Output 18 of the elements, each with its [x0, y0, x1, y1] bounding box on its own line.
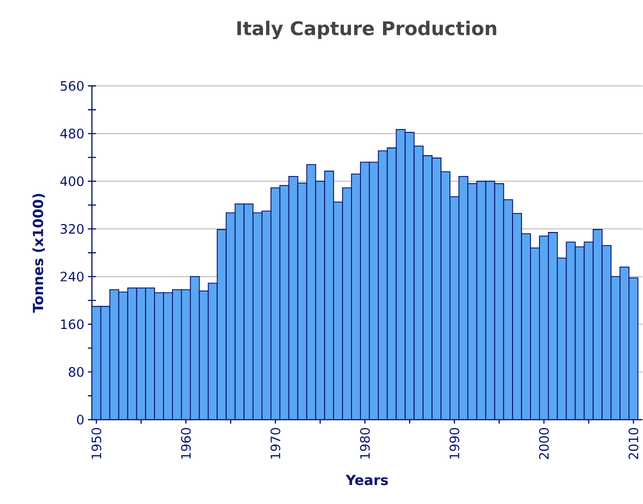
x-axis-title: Years: [346, 475, 388, 486]
x-tick-label: 1970: [270, 428, 280, 459]
chart-title: Italy Capture Production: [237, 20, 496, 40]
y-axis-title: Tonnes (x1000): [32, 194, 45, 314]
y-tick-label: 480: [60, 128, 84, 139]
y-tick-label: 560: [60, 81, 84, 92]
x-tick-label: 1960: [181, 428, 191, 459]
y-tick-label: 160: [61, 320, 84, 330]
x-tick-label: 1990: [450, 428, 460, 459]
x-tick-label: 1950: [92, 428, 102, 459]
y-tick-label: 240: [60, 272, 84, 282]
y-tick-label: 400: [60, 176, 84, 186]
x-tick-label: 2000: [539, 428, 549, 460]
y-tick-label: 80: [68, 367, 84, 378]
y-tick-label: 0: [77, 414, 84, 425]
y-tick-label: 320: [60, 224, 84, 234]
x-tick-label: 1980: [360, 428, 370, 459]
x-tick-label: 2010: [628, 428, 638, 460]
